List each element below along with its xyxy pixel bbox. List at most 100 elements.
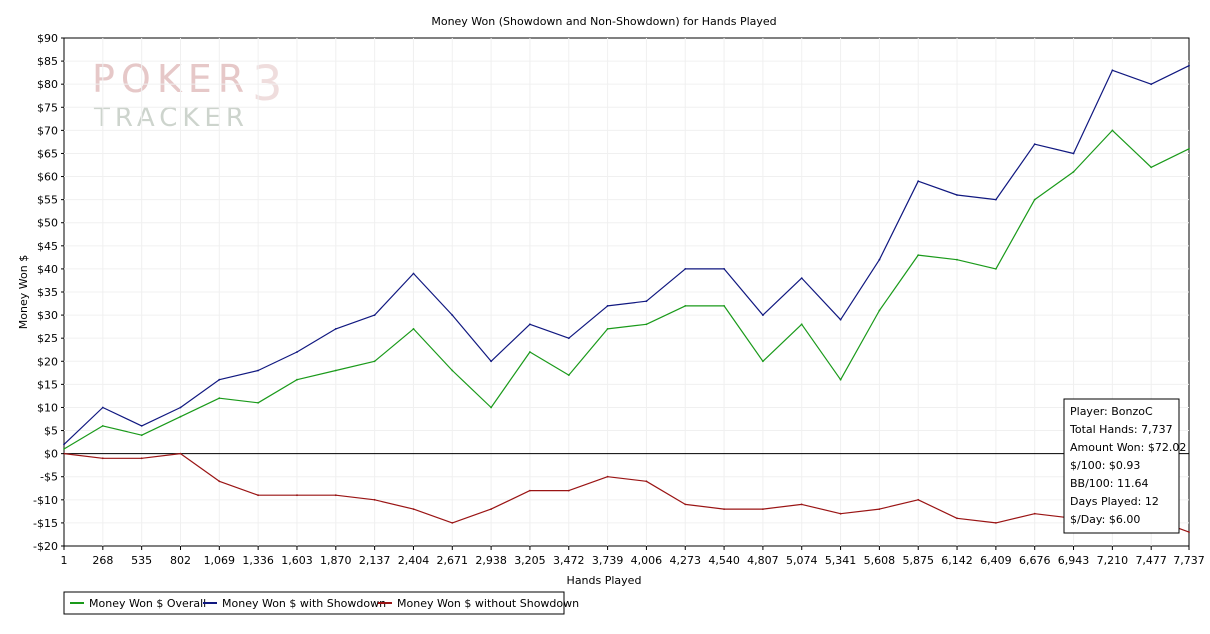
stats-dollar-per-100: $/100: $0.93	[1070, 459, 1140, 472]
x-tick-label: 6,943	[1058, 554, 1090, 567]
data-point-overall	[567, 374, 570, 376]
y-tick-label: $85	[37, 55, 58, 68]
x-tick-label: 268	[92, 554, 113, 567]
x-tick-label: 535	[131, 554, 152, 567]
data-point-non_showdown	[529, 489, 531, 492]
data-point-non_showdown	[995, 522, 997, 524]
data-point-overall	[1188, 147, 1190, 150]
x-tick-label: 3,205	[514, 554, 546, 567]
x-tick-label: 2,404	[398, 554, 430, 567]
data-point-showdown	[373, 314, 376, 316]
y-tick-label: $50	[37, 217, 58, 230]
x-tick-label: 5,875	[902, 554, 934, 567]
logo-poker-text: POKER	[92, 57, 250, 101]
data-point-overall	[762, 360, 764, 363]
data-point-showdown	[529, 323, 531, 326]
y-tick-label: -$15	[33, 517, 58, 530]
data-point-showdown	[1111, 69, 1114, 72]
y-tick-label: $60	[37, 171, 58, 184]
data-point-showdown	[839, 318, 842, 321]
y-tick-label: $35	[37, 286, 58, 299]
data-point-showdown	[1188, 64, 1190, 67]
grid	[64, 38, 1189, 546]
y-tick-label: $80	[37, 78, 58, 91]
watermark-logo: POKER TRACKER 3	[92, 56, 283, 133]
stats-player: Player: BonzoC	[1070, 405, 1153, 418]
data-point-overall	[684, 305, 687, 307]
data-point-non_showdown	[412, 508, 415, 510]
data-point-overall	[529, 351, 531, 353]
data-point-showdown	[684, 268, 687, 270]
data-point-showdown	[63, 443, 65, 446]
y-axis: -$20 -$15 -$10 -$5 $0 $5 $10 $15 $20 $25 $30 $35 $40…	[33, 32, 64, 553]
data-point-showdown	[723, 268, 725, 270]
x-tick-label: 1,870	[320, 554, 352, 567]
x-tick-label: 6,409	[980, 554, 1012, 567]
data-point-showdown	[179, 406, 182, 409]
data-point-showdown	[1033, 143, 1036, 146]
stats-box: Player: BonzoC Total Hands: 7,737 Amount…	[1063, 398, 1186, 534]
data-point-overall	[1111, 129, 1114, 132]
stats-dollar-per-day: $/Day: $6.00	[1070, 513, 1140, 526]
data-point-overall	[140, 434, 143, 437]
data-point-overall	[878, 309, 881, 312]
y-tick-label: $45	[37, 240, 58, 253]
data-point-showdown	[334, 328, 337, 330]
x-tick-label: 6,142	[941, 554, 973, 567]
data-point-showdown	[490, 360, 492, 363]
y-tick-label: $70	[37, 124, 58, 137]
x-tick-label: 7,210	[1097, 554, 1129, 567]
x-tick-label: 7,737	[1173, 554, 1205, 567]
x-tick-label: 1,336	[242, 554, 274, 567]
data-point-showdown	[645, 300, 648, 303]
data-point-showdown	[606, 305, 609, 307]
data-point-overall	[1072, 171, 1075, 173]
y-tick-label: -$10	[33, 494, 58, 507]
y-axis-label: Money Won $	[17, 255, 30, 329]
y-tick-label: $40	[37, 263, 58, 276]
data-point-non_showdown	[373, 498, 376, 501]
x-tick-label: 5,074	[786, 554, 818, 567]
x-tick-label: 5,341	[825, 554, 857, 567]
data-point-non_showdown	[490, 508, 492, 510]
y-tick-label: -$5	[40, 471, 58, 484]
data-point-overall	[956, 258, 958, 261]
data-point-non_showdown	[684, 503, 687, 506]
data-point-non_showdown	[1188, 531, 1190, 533]
data-point-overall	[373, 360, 376, 363]
stats-box-frame	[1063, 398, 1180, 534]
x-tick-label: 1,603	[281, 554, 313, 567]
data-point-showdown	[412, 272, 415, 275]
data-point-non_showdown	[645, 480, 648, 483]
data-point-overall	[218, 397, 221, 400]
x-tick-label: 1,069	[204, 554, 236, 567]
data-point-showdown	[800, 277, 803, 279]
data-point-showdown	[567, 337, 570, 340]
data-point-non_showdown	[1033, 512, 1036, 515]
data-point-non_showdown	[179, 452, 182, 455]
data-point-overall	[917, 254, 920, 256]
data-point-overall	[101, 425, 104, 427]
legend-label-showdown: Money Won $ with Showdown	[222, 597, 386, 610]
data-point-overall	[257, 401, 259, 404]
data-point-overall	[606, 328, 609, 330]
series-line-overall	[63, 129, 1190, 450]
series-line-non_showdown	[63, 453, 1190, 533]
data-point-overall	[490, 406, 492, 409]
stats-days-played: Days Played: 12	[1070, 495, 1159, 508]
y-tick-label: $55	[37, 194, 58, 207]
logo-tracker-text: TRACKER	[93, 103, 249, 133]
data-point-non_showdown	[334, 494, 337, 497]
y-tick-label: -$20	[33, 540, 58, 553]
data-point-overall	[63, 448, 65, 450]
y-tick-label: $75	[37, 101, 58, 114]
data-point-non_showdown	[257, 494, 259, 497]
legend-frame	[63, 591, 565, 615]
data-point-showdown	[762, 314, 764, 316]
data-point-overall	[334, 369, 337, 372]
data-point-showdown	[956, 194, 958, 196]
chart-title: Money Won (Showdown and Non-Showdown) fo…	[431, 15, 776, 28]
x-tick-label: 5,608	[864, 554, 896, 567]
data-point-showdown	[451, 314, 454, 316]
